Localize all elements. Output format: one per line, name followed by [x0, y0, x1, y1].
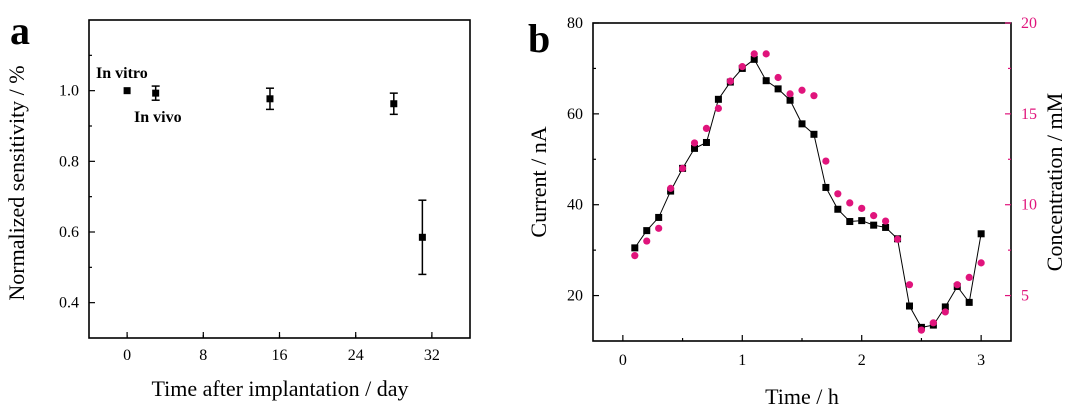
concentration-point [643, 237, 651, 245]
x-tick-label-a: 16 [272, 347, 288, 364]
concentration-point [870, 212, 878, 220]
x-axis-title-b: Time / h [765, 384, 839, 409]
x-tick-label-a: 0 [123, 347, 131, 364]
data-points-a [123, 87, 426, 241]
concentration-point [953, 281, 961, 289]
concentration-point [858, 204, 866, 212]
concentration-point [834, 190, 842, 198]
plot-frame-b [592, 22, 1012, 342]
concentration-point [655, 224, 663, 232]
y-axis-title-b: Current / nA [526, 126, 551, 237]
x-tick-label-b: 1 [738, 352, 746, 369]
concentration-point [726, 77, 734, 85]
y-right-tick-label-b: 5 [1021, 288, 1029, 305]
y-tick-label-a: 1.0 [59, 83, 79, 100]
concentration-point [678, 164, 687, 172]
concentration-point [965, 273, 973, 281]
concentration-point [702, 124, 711, 132]
current-point [882, 223, 890, 231]
y-tick-label-a: 0.8 [59, 153, 79, 170]
current-point [965, 298, 973, 306]
y-tick-label-b: 80 [567, 15, 583, 32]
current-point [762, 77, 770, 85]
concentration-point [774, 73, 782, 82]
data-point [152, 89, 160, 97]
concentration-point [798, 86, 806, 94]
y-tick-label-a: 0.6 [59, 224, 79, 241]
current-point [834, 205, 842, 213]
x-axis-title-a: Time after implantation / day [151, 376, 408, 401]
current-points-b [631, 55, 985, 331]
data-point [123, 87, 131, 95]
concentration-point [714, 104, 723, 113]
current-point [798, 120, 806, 128]
concentration-point [893, 235, 902, 243]
data-point [418, 233, 426, 241]
concentration-points-b [631, 50, 985, 334]
concentration-point [917, 326, 926, 334]
panel-label-a: a [10, 8, 30, 53]
current-point [858, 217, 866, 225]
data-point [390, 100, 398, 108]
current-point [941, 303, 949, 311]
y-tick-label-a: 0.4 [59, 295, 79, 312]
y-right-tick-label-b: 15 [1021, 106, 1037, 123]
panel-a: a 0 8 16 24 320.40.60.81.0 In vitro In vivo … [4, 8, 471, 401]
x-tick-label-a: 8 [199, 347, 207, 364]
concentration-point [846, 199, 854, 207]
current-point [905, 302, 913, 310]
current-point [631, 244, 639, 252]
y-right-tick-label-b: 10 [1021, 197, 1037, 214]
x-tick-label-b: 3 [977, 352, 985, 369]
current-point [977, 230, 985, 238]
current-point [846, 218, 854, 226]
x-tick-label-b: 2 [858, 352, 866, 369]
current-point [714, 95, 722, 103]
y-tick-label-b: 60 [567, 106, 583, 123]
x-tick-label-b: 0 [619, 352, 627, 369]
current-point [822, 183, 830, 191]
concentration-point [941, 308, 949, 316]
current-point [870, 221, 878, 229]
axis-ticks-a: 0 8 16 24 32 0.4 0.6 0.8 1.0 [59, 54, 440, 364]
concentration-point [631, 251, 639, 260]
current-line-b [634, 58, 982, 328]
panel-label-b: b [528, 16, 550, 61]
concentration-point [750, 50, 758, 58]
axis-ticks-b: 0 1 2 3 20 40 60 80 5 10 15 20 [567, 15, 1037, 369]
current-point [655, 213, 663, 221]
panel-b: b 0 1 2 3 20 40 60 80 5 10 15 20 Time / h Current /… [526, 15, 1067, 409]
annotation-in-vivo: In vivo [134, 109, 182, 126]
current-point [643, 227, 651, 235]
concentration-point [929, 319, 937, 327]
y-axis-title-right-b: Concentration / mM [1042, 93, 1067, 271]
error-bars-a [151, 85, 427, 276]
concentration-point [690, 139, 699, 147]
concentration-point [977, 259, 985, 267]
concentration-point [667, 184, 675, 192]
y-right-tick-label-b: 20 [1021, 15, 1037, 32]
y-tick-label-b: 20 [567, 288, 583, 305]
concentration-point [905, 281, 914, 289]
current-point [810, 130, 818, 138]
concentration-point [810, 92, 818, 100]
concentration-point [882, 217, 890, 225]
concentration-point [762, 50, 770, 58]
concentration-point [822, 157, 830, 165]
concentration-point [786, 90, 794, 98]
current-point [750, 55, 758, 63]
current-point [702, 138, 710, 146]
concentration-point [738, 63, 746, 71]
data-point [266, 95, 274, 103]
x-tick-label-a: 24 [348, 347, 364, 364]
x-tick-label-a: 32 [424, 347, 440, 364]
y-axis-title-a: Normalized sensitivity / % [4, 65, 29, 300]
current-point [691, 144, 699, 152]
current-point [774, 85, 782, 93]
current-line [634, 58, 982, 328]
current-point [786, 96, 794, 104]
annotation-in-vitro: In vitro [96, 65, 148, 82]
y-tick-label-b: 40 [567, 197, 583, 214]
